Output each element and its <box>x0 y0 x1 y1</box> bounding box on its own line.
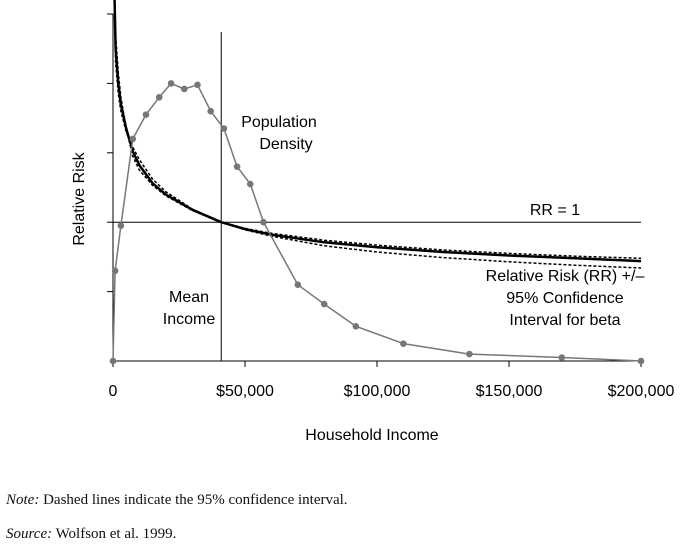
density-point <box>260 218 267 226</box>
density-point <box>558 354 566 361</box>
density-point <box>109 357 117 365</box>
density-point <box>233 163 241 170</box>
density-point <box>111 267 119 275</box>
relative-risk-label: Interval for beta <box>509 312 620 329</box>
relative-risk-label: 95% Confidence <box>506 290 624 307</box>
relative-risk-chart: 0 $50,000 $100,000 $150,000 $200,000 Househol… <box>71 0 674 444</box>
x-tick-label: $100,000 <box>344 383 411 400</box>
series-ci_lower <box>113 0 642 269</box>
chart-series <box>109 0 645 365</box>
rr1-label: RR = 1 <box>530 202 580 219</box>
series-ci_upper <box>113 0 642 260</box>
density-point <box>352 323 360 330</box>
density-point <box>220 125 228 132</box>
density-point <box>637 357 645 365</box>
chart-axes <box>107 13 642 367</box>
density-point <box>207 107 214 115</box>
source-text: Wolfson et al. 1999. <box>52 526 177 542</box>
x-tick-label: $50,000 <box>216 383 274 400</box>
density-point <box>129 135 137 143</box>
density-point <box>155 93 163 101</box>
x-tick-label: 0 <box>109 383 118 400</box>
population-density-label: Population <box>241 114 317 131</box>
source-line: Source: Wolfson et al. 1999. <box>6 526 176 543</box>
density-point <box>167 80 175 87</box>
relative-risk-label: Relative Risk (RR) +/– <box>486 268 645 285</box>
note-text: Dashed lines indicate the 95% confidence… <box>39 492 348 508</box>
density-point <box>180 85 188 93</box>
density-point <box>142 111 150 118</box>
density-point <box>246 180 254 188</box>
density-point <box>194 81 201 89</box>
source-label: Source: <box>6 526 53 542</box>
density-point <box>117 222 125 229</box>
chart-labels: 0 $50,000 $100,000 $150,000 $200,000 Househol… <box>71 114 674 444</box>
mean-income-label: Mean <box>169 289 209 306</box>
population-density-label: Density <box>259 136 312 153</box>
x-tick-label: $200,000 <box>608 383 675 400</box>
x-tick-label: $150,000 <box>476 383 543 400</box>
note-label: Note: <box>6 492 40 508</box>
density-point <box>400 340 407 347</box>
x-axis-title: Household Income <box>305 427 439 444</box>
mean-income-label: Income <box>163 311 216 328</box>
density-point <box>466 350 473 358</box>
note-line: Note: Dashed lines indicate the 95% conf… <box>6 492 348 509</box>
density-point <box>294 281 302 288</box>
density-point <box>320 300 328 308</box>
y-axis-title: Relative Risk <box>71 151 88 245</box>
